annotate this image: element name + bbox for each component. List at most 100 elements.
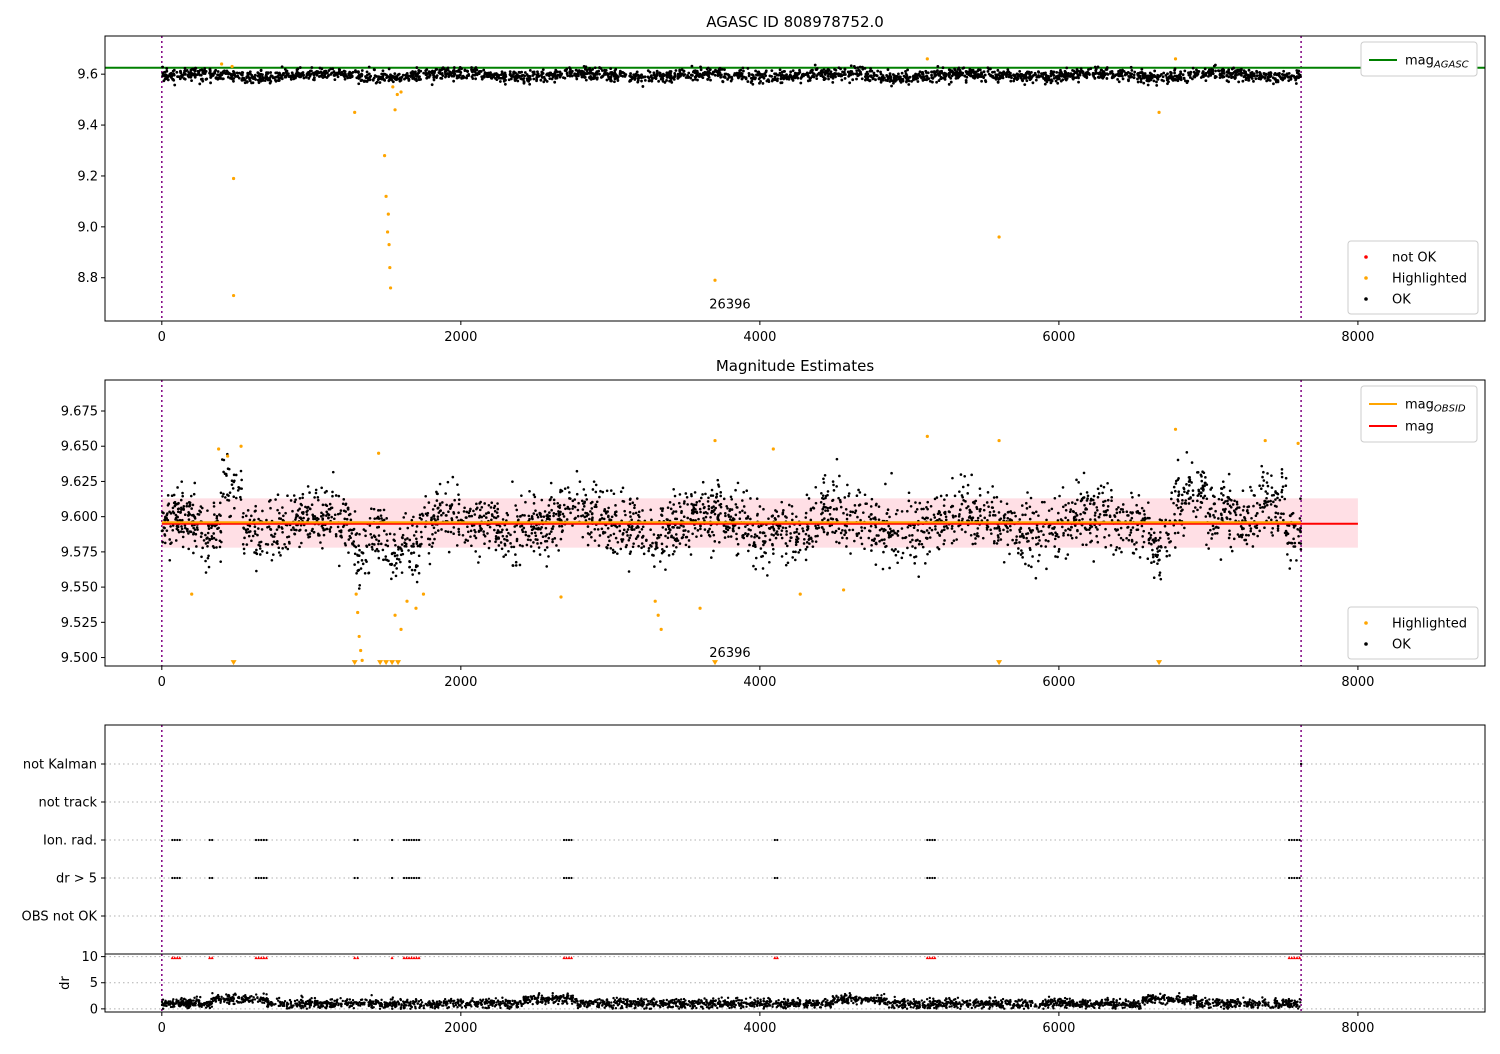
ok-point — [613, 533, 616, 536]
ok-point — [806, 494, 809, 497]
ok-point — [501, 528, 504, 531]
ok-point — [724, 73, 727, 76]
ok-point — [394, 75, 397, 78]
ok-point — [351, 532, 354, 535]
ok-point — [772, 552, 775, 555]
ok-point — [1018, 74, 1021, 77]
ok-point — [629, 503, 632, 506]
ok-point — [1281, 489, 1284, 492]
ok-point — [783, 74, 786, 77]
ok-point — [480, 528, 483, 531]
ok-point — [192, 552, 195, 555]
ok-point — [1034, 73, 1037, 76]
ok-point — [1058, 495, 1061, 498]
ok-point — [393, 564, 396, 567]
ok-point — [671, 526, 674, 529]
ok-point — [1261, 510, 1264, 513]
ok-point — [1159, 571, 1162, 574]
ok-point — [1212, 495, 1215, 498]
ok-point — [1097, 66, 1100, 69]
ok-point — [823, 531, 826, 534]
ok-point — [682, 529, 685, 532]
ok-point — [1140, 78, 1143, 81]
ok-point — [701, 493, 704, 496]
ok-point — [650, 75, 653, 78]
ok-point — [1281, 73, 1284, 76]
ok-point — [1237, 533, 1240, 536]
ok-point — [1162, 75, 1165, 78]
ok-point — [959, 69, 962, 72]
ok-point — [791, 512, 794, 515]
highlighted-point — [389, 286, 392, 289]
ok-point — [868, 516, 871, 519]
ok-point — [453, 512, 456, 515]
ok-point — [521, 514, 524, 517]
ok-point — [742, 537, 745, 540]
ok-point — [1181, 502, 1184, 505]
ok-point — [942, 543, 945, 546]
ok-point — [955, 71, 958, 74]
ok-point — [760, 547, 763, 550]
ok-point — [513, 546, 516, 549]
ok-point — [366, 70, 369, 73]
ok-point — [573, 517, 576, 520]
ok-point — [340, 509, 343, 512]
ok-point — [851, 78, 854, 81]
ok-point — [616, 79, 619, 82]
ok-point — [513, 531, 516, 534]
ok-point — [177, 510, 180, 513]
ok-point — [701, 73, 704, 76]
ok-point — [393, 533, 396, 536]
ok-point — [878, 518, 881, 521]
ok-point — [808, 535, 811, 538]
ok-point — [1048, 509, 1051, 512]
ok-point — [746, 67, 749, 70]
ok-point — [347, 551, 350, 554]
ok-point — [682, 70, 685, 73]
ok-point — [515, 561, 518, 564]
ok-point — [849, 552, 852, 555]
ok-point — [1211, 533, 1214, 536]
ok-point — [413, 551, 416, 554]
ok-point — [888, 567, 891, 570]
ok-point — [1174, 546, 1177, 549]
ok-point — [1151, 76, 1154, 79]
ok-point — [622, 538, 625, 541]
ok-point — [1093, 495, 1096, 498]
ok-point — [1260, 74, 1263, 77]
ok-point — [601, 528, 604, 531]
ok-point — [973, 72, 976, 75]
ok-point — [1054, 555, 1057, 558]
ok-point — [1297, 70, 1300, 73]
ok-point — [600, 514, 603, 517]
ok-point — [277, 546, 280, 549]
ok-point — [1247, 534, 1250, 537]
ok-point — [181, 495, 184, 498]
ok-point — [553, 81, 556, 84]
ok-point — [242, 516, 245, 519]
ok-point — [653, 533, 656, 536]
ok-point — [280, 74, 283, 77]
ok-point — [333, 70, 336, 73]
ok-point — [501, 70, 504, 73]
ok-point — [1094, 514, 1097, 517]
ok-point — [344, 78, 347, 81]
ok-point — [357, 71, 360, 74]
ok-point — [660, 534, 663, 537]
ok-point — [1055, 535, 1058, 538]
ok-point — [245, 515, 248, 518]
ok-point — [445, 504, 448, 507]
ok-point — [545, 565, 548, 568]
ok-point — [377, 526, 380, 529]
ok-point — [742, 70, 745, 73]
ok-point — [1147, 84, 1150, 87]
ok-point — [550, 482, 553, 485]
ok-point — [1242, 527, 1245, 530]
ok-point — [707, 78, 710, 81]
ok-point — [486, 72, 489, 75]
ok-point — [1218, 498, 1221, 501]
ok-point — [528, 490, 531, 493]
ok-point — [1110, 544, 1113, 547]
ok-point — [768, 561, 771, 564]
ok-point — [467, 530, 470, 533]
